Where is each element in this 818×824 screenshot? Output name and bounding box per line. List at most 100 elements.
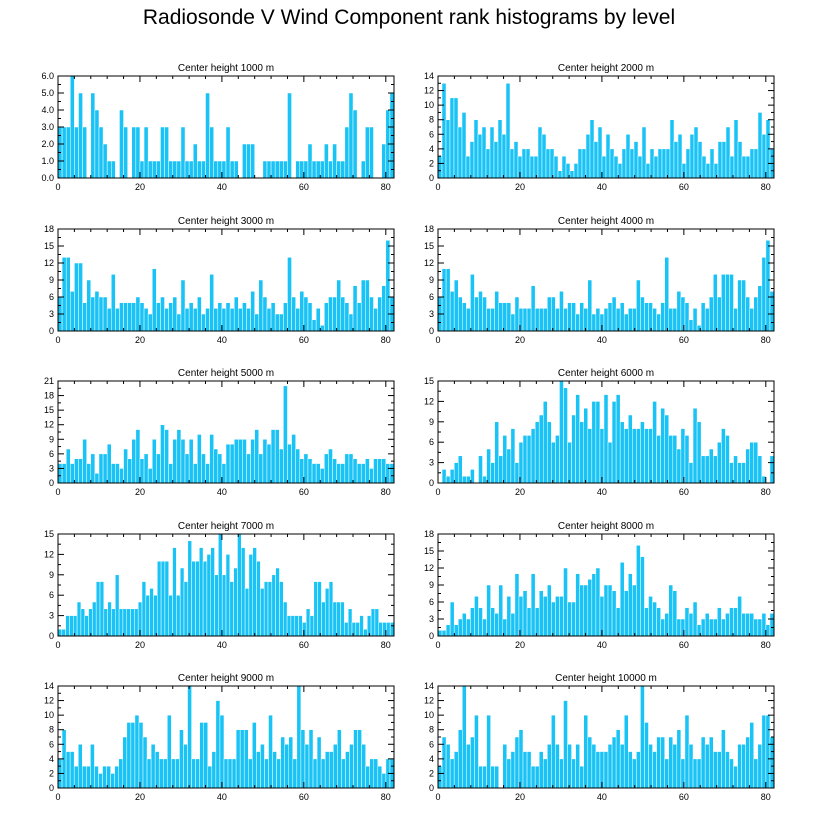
panel-title: Center height 5000 m <box>178 368 274 379</box>
y-tick-label: 4 <box>429 754 434 764</box>
histogram-bar <box>243 729 249 789</box>
histogram-bar <box>352 285 358 332</box>
histogram-bar <box>717 441 722 484</box>
histogram-bar <box>70 463 75 484</box>
histogram-bar <box>111 608 116 637</box>
histogram-bar <box>235 729 241 789</box>
histogram-bar <box>441 630 447 637</box>
histogram-bar <box>252 547 257 637</box>
histogram-bar <box>381 285 387 332</box>
x-tick-label: 60 <box>679 182 689 192</box>
y-tick-label: 18 <box>424 529 434 539</box>
histogram-bar <box>158 758 164 789</box>
y-tick-label: 12 <box>44 420 54 430</box>
histogram-bar <box>474 714 479 789</box>
histogram-bar <box>356 463 362 484</box>
y-tick-label: 10 <box>424 710 434 720</box>
histogram-bar <box>449 601 455 637</box>
histogram-bar <box>115 574 120 637</box>
histogram-bar <box>641 126 647 179</box>
histogram-bar <box>628 414 633 484</box>
histogram-bar <box>591 401 597 484</box>
histogram-bar <box>279 581 284 637</box>
x-tick-label: 20 <box>515 335 525 345</box>
histogram-bar <box>668 435 674 484</box>
histogram-bar <box>214 574 219 637</box>
y-tick-label: 9 <box>49 434 54 444</box>
histogram-bar <box>168 160 173 179</box>
histogram-bar <box>579 421 584 484</box>
histogram-bar <box>607 302 613 332</box>
histogram-bar <box>262 439 268 484</box>
histogram-bar <box>457 618 463 637</box>
histogram-bar <box>526 435 532 484</box>
histogram-bar <box>696 421 702 484</box>
histogram-bar <box>246 308 251 332</box>
y-tick-label: 6.0 <box>41 71 54 81</box>
panel-title: Center height 1000 m <box>178 63 274 74</box>
histogram-bar <box>328 448 333 484</box>
histogram-bar <box>146 758 152 789</box>
histogram-bar <box>328 751 334 789</box>
histogram-bar <box>466 618 471 637</box>
histogram-bar <box>563 700 568 789</box>
y-tick-label: 4 <box>429 144 434 154</box>
histogram-bar <box>130 608 135 637</box>
histogram-bar <box>628 573 633 637</box>
histogram-bar <box>615 729 621 789</box>
histogram-bar <box>275 567 280 637</box>
histogram-bar <box>363 628 368 637</box>
histogram-bar <box>555 744 560 789</box>
y-tick-label: 8 <box>429 725 434 735</box>
histogram-bar <box>474 596 479 637</box>
histogram-bar <box>191 758 196 789</box>
x-tick-label: 80 <box>381 487 391 497</box>
y-tick-label: 12 <box>424 563 434 573</box>
histogram-bar <box>139 302 145 332</box>
histogram-bar <box>501 134 507 179</box>
histogram-bar <box>225 554 231 637</box>
y-tick-label: 14 <box>424 71 434 81</box>
histogram-bar <box>195 758 200 789</box>
histogram-bar <box>199 547 204 637</box>
histogram-bar <box>315 308 321 332</box>
histogram-bar <box>721 141 727 179</box>
histogram-bar <box>221 574 227 637</box>
histogram-bar <box>660 302 665 332</box>
histogram-bar <box>303 160 309 179</box>
histogram-bar <box>704 308 710 332</box>
histogram-bar <box>749 613 755 637</box>
histogram-bar <box>231 758 237 789</box>
histogram-bar <box>73 765 79 789</box>
histogram-bar <box>180 126 186 179</box>
histogram-bar <box>160 424 165 484</box>
histogram-bar <box>765 240 771 332</box>
histogram-bar <box>78 262 83 332</box>
histogram-bar <box>274 429 280 484</box>
histogram-bar <box>217 160 223 179</box>
histogram-bar <box>482 296 487 332</box>
histogram-bar <box>613 155 619 179</box>
histogram-bar <box>143 308 149 332</box>
histogram-bar <box>514 462 520 484</box>
histogram-bar <box>525 148 531 179</box>
histogram-bar <box>543 596 548 637</box>
histogram-bar <box>482 618 487 637</box>
histogram-bar <box>110 773 115 789</box>
histogram-bar <box>286 615 292 637</box>
histogram-bar <box>134 608 139 637</box>
histogram-bar <box>466 475 471 484</box>
histogram-bar <box>685 148 691 179</box>
histogram-bar <box>543 401 548 484</box>
histogram-bar <box>553 155 559 179</box>
histogram-bar <box>498 584 504 637</box>
histogram-bar <box>242 302 247 332</box>
histogram-bar <box>660 407 665 484</box>
histogram-bar <box>636 428 641 484</box>
histogram-bar <box>478 455 483 484</box>
histogram-bar <box>645 163 651 179</box>
x-tick-label: 80 <box>381 182 391 192</box>
histogram-bar <box>201 453 206 484</box>
histogram-bar <box>225 126 231 179</box>
histogram-bar <box>367 615 372 637</box>
